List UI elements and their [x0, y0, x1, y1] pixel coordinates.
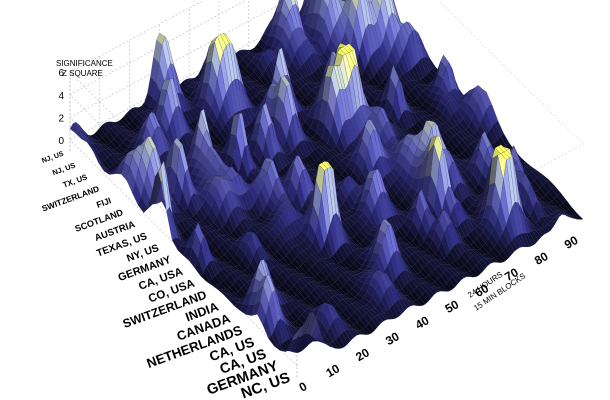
x-tick-label: 70: [502, 265, 521, 284]
x-tick-label: 60: [472, 281, 491, 300]
x-tick-label: 20: [353, 345, 372, 364]
category-label: SWITZERLAND: [40, 183, 100, 213]
z-axis-label-group: SIGNIFICANCE Z SQUARE: [56, 59, 113, 78]
x-tick-labels: 0 10 20 30 40 50 60 70 80 90: [297, 233, 581, 395]
surface-mesh: [69, 0, 584, 354]
z-tick-label: 4: [58, 91, 64, 102]
category-label: NJ, US: [51, 161, 77, 178]
x-tick-label: 0: [297, 379, 310, 395]
x-tick-label: 80: [532, 249, 551, 268]
z-axis-label-line1: SIGNIFICANCE: [56, 59, 113, 68]
category-label: FIJI: [95, 195, 112, 210]
z-tick-label: 2: [58, 113, 64, 124]
z-tick-label: 0: [58, 136, 64, 147]
z-axis-label-line2: Z SQUARE: [62, 69, 103, 78]
x-tick-label: 30: [383, 329, 402, 348]
x-tick-label: 50: [443, 297, 462, 316]
x-tick-label: 40: [413, 313, 432, 332]
z-tick-labels: 6 4 2 0: [58, 68, 64, 147]
category-label: NJ, US: [41, 150, 65, 164]
z-tick-label: 6: [58, 68, 64, 79]
x-tick-label: 90: [562, 233, 581, 252]
x-tick-label: 10: [324, 361, 343, 380]
